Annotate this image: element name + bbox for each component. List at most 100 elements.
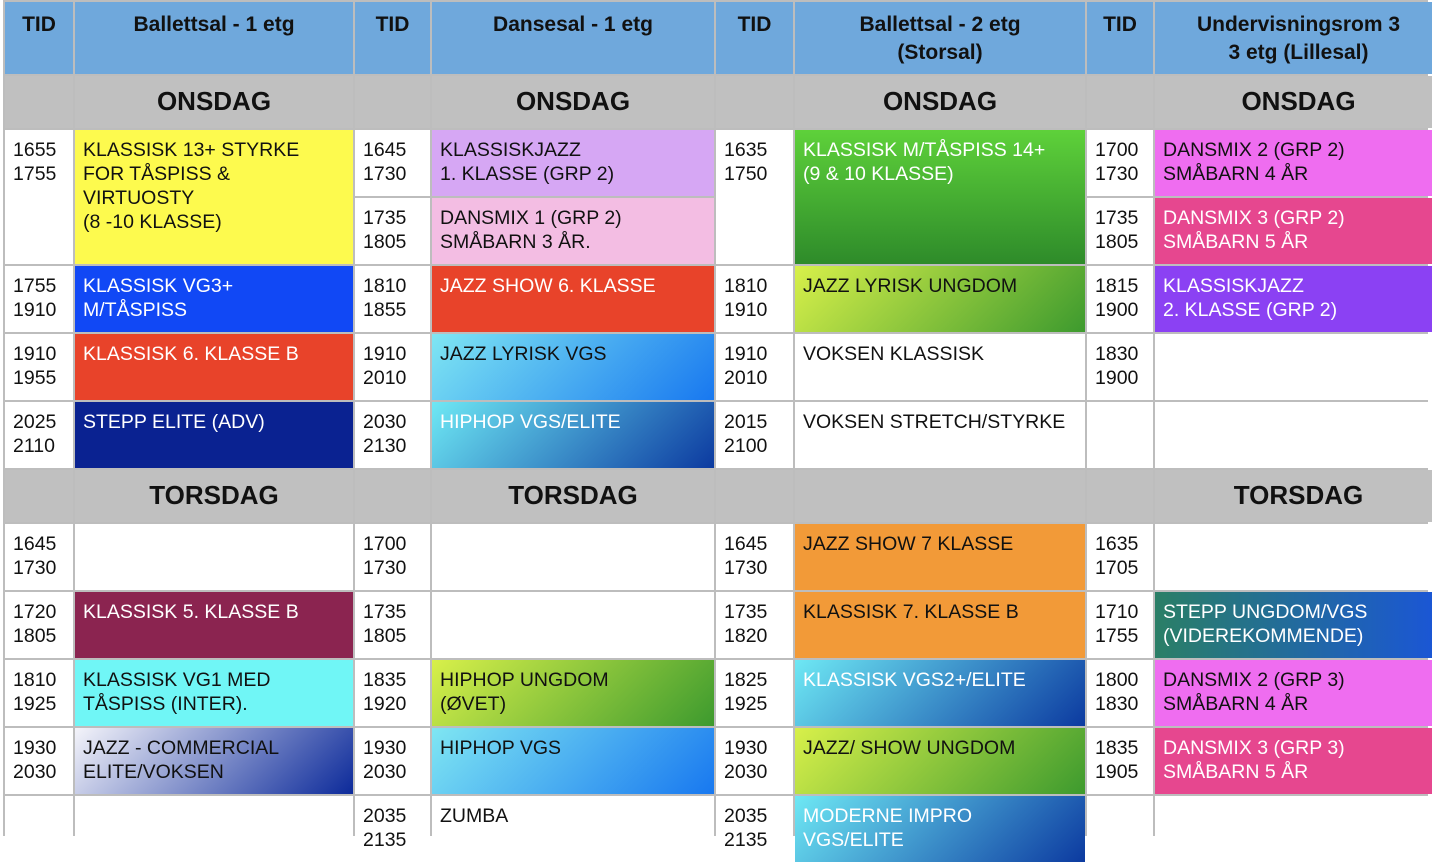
time-cell: 1645 1730 <box>355 130 430 196</box>
day-row-blank <box>795 470 1085 522</box>
class-cell: HIPHOP UNGDOM (ØVET) <box>432 660 714 726</box>
class-cell <box>432 524 714 590</box>
time-column-header: TID <box>1087 2 1153 74</box>
class-cell: DANSMIX 1 (GRP 2) SMÅBARN 3 ÅR. <box>432 198 714 264</box>
day-row-blank <box>355 470 430 522</box>
class-cell: JAZZ LYRISK VGS <box>432 334 714 400</box>
time-cell <box>1087 402 1153 468</box>
time-cell: 1810 1910 <box>716 266 793 332</box>
class-cell: KLASSISK 5. KLASSE B <box>75 592 353 658</box>
class-cell: STEPP UNGDOM/VGS (VIDEREKOMMENDE) <box>1155 592 1432 658</box>
class-cell: ZUMBA <box>432 796 714 862</box>
time-cell: 1635 1705 <box>1087 524 1153 590</box>
day-row-blank <box>716 76 793 128</box>
class-cell: KLASSISK M/TÅSPISS 14+ (9 & 10 KLASSE) <box>795 130 1085 264</box>
time-cell: 2035 2135 <box>355 796 430 862</box>
time-cell: 1720 1805 <box>5 592 73 658</box>
day-label: ONSDAG <box>1155 76 1432 128</box>
class-cell <box>1155 402 1432 468</box>
time-cell: 1645 1730 <box>5 524 73 590</box>
day-row-blank <box>1087 470 1153 522</box>
class-cell <box>1155 524 1432 590</box>
time-cell: 1810 1855 <box>355 266 430 332</box>
class-cell: JAZZ/ SHOW UNGDOM <box>795 728 1085 794</box>
time-cell: 1910 1955 <box>5 334 73 400</box>
class-cell: JAZZ SHOW 6. KLASSE <box>432 266 714 332</box>
time-cell: 2030 2130 <box>355 402 430 468</box>
time-cell: 1815 1900 <box>1087 266 1153 332</box>
time-cell: 1655 1755 <box>5 130 73 264</box>
day-label: ONSDAG <box>795 76 1085 128</box>
time-column-header: TID <box>355 2 430 74</box>
day-label: ONSDAG <box>432 76 714 128</box>
time-cell: 1755 1910 <box>5 266 73 332</box>
day-label: TORSDAG <box>75 470 353 522</box>
time-cell <box>5 796 73 862</box>
class-cell: JAZZ SHOW 7 KLASSE <box>795 524 1085 590</box>
time-column-header: TID <box>716 2 793 74</box>
time-cell: 1910 2010 <box>355 334 430 400</box>
class-cell: DANSMIX 2 (GRP 2) SMÅBARN 4 ÅR <box>1155 130 1432 196</box>
time-column-header: TID <box>5 2 73 74</box>
time-cell: 1810 1925 <box>5 660 73 726</box>
class-cell: KLASSISKJAZZ 2. KLASSE (GRP 2) <box>1155 266 1432 332</box>
class-cell: VOKSEN STRETCH/STYRKE <box>795 402 1085 468</box>
day-row-blank <box>5 470 73 522</box>
class-cell: DANSMIX 3 (GRP 2) SMÅBARN 5 ÅR <box>1155 198 1432 264</box>
day-row-blank <box>716 470 793 522</box>
time-cell: 1835 1905 <box>1087 728 1153 794</box>
time-cell: 1635 1750 <box>716 130 793 264</box>
day-label: TORSDAG <box>432 470 714 522</box>
class-cell: STEPP ELITE (ADV) <box>75 402 353 468</box>
time-cell: 1700 1730 <box>355 524 430 590</box>
room-column-header: Ballettsal - 2 etg (Storsal) <box>795 2 1085 74</box>
time-cell: 1735 1805 <box>355 198 430 264</box>
time-cell: 1835 1920 <box>355 660 430 726</box>
class-cell: HIPHOP VGS/ELITE <box>432 402 714 468</box>
class-cell: KLASSISK VG1 MED TÅSPISS (INTER). <box>75 660 353 726</box>
class-cell <box>1155 796 1432 862</box>
room-column-header: Ballettsal - 1 etg <box>75 2 353 74</box>
day-row-blank <box>5 76 73 128</box>
class-cell: KLASSISK 7. KLASSE B <box>795 592 1085 658</box>
class-cell: DANSMIX 3 (GRP 3) SMÅBARN 5 ÅR <box>1155 728 1432 794</box>
class-cell: KLASSISK VGS2+/ELITE <box>795 660 1085 726</box>
day-label: TORSDAG <box>1155 470 1432 522</box>
class-cell <box>1155 334 1432 400</box>
class-cell: KLASSISKJAZZ 1. KLASSE (GRP 2) <box>432 130 714 196</box>
class-cell <box>432 592 714 658</box>
time-cell: 2015 2100 <box>716 402 793 468</box>
class-cell: JAZZ LYRISK UNGDOM <box>795 266 1085 332</box>
time-cell: 1825 1925 <box>716 660 793 726</box>
class-cell <box>75 524 353 590</box>
class-cell: MODERNE IMPRO VGS/ELITE <box>795 796 1085 862</box>
time-cell: 1645 1730 <box>716 524 793 590</box>
room-column-header: Dansesal - 1 etg <box>432 2 714 74</box>
time-cell: 1800 1830 <box>1087 660 1153 726</box>
class-cell: KLASSISK VG3+ M/TÅSPISS <box>75 266 353 332</box>
class-cell: JAZZ - COMMERCIAL ELITE/VOKSEN <box>75 728 353 794</box>
day-label: ONSDAG <box>75 76 353 128</box>
time-cell: 2025 2110 <box>5 402 73 468</box>
time-cell <box>1087 796 1153 862</box>
day-row-blank <box>355 76 430 128</box>
class-cell: VOKSEN KLASSISK <box>795 334 1085 400</box>
room-column-header: Undervisningsrom 3 3 etg (Lillesal) <box>1155 2 1432 74</box>
day-row-blank <box>1087 76 1153 128</box>
class-cell: HIPHOP VGS <box>432 728 714 794</box>
time-cell: 1930 2030 <box>5 728 73 794</box>
time-cell: 2035 2135 <box>716 796 793 862</box>
time-cell: 1700 1730 <box>1087 130 1153 196</box>
class-cell: DANSMIX 2 (GRP 3) SMÅBARN 4 ÅR <box>1155 660 1432 726</box>
time-cell: 1710 1755 <box>1087 592 1153 658</box>
time-cell: 1910 2010 <box>716 334 793 400</box>
time-cell: 1930 2030 <box>355 728 430 794</box>
time-cell: 1930 2030 <box>716 728 793 794</box>
class-cell: KLASSISK 13+ STYRKE FOR TÅSPISS & VIRTUO… <box>75 130 353 264</box>
time-cell: 1735 1805 <box>1087 198 1153 264</box>
schedule-table: TID Ballettsal - 1 etg TID Dansesal - 1 etg… <box>3 0 1432 862</box>
time-cell: 1735 1805 <box>355 592 430 658</box>
class-cell: KLASSISK 6. KLASSE B <box>75 334 353 400</box>
class-cell <box>75 796 353 862</box>
time-cell: 1735 1820 <box>716 592 793 658</box>
